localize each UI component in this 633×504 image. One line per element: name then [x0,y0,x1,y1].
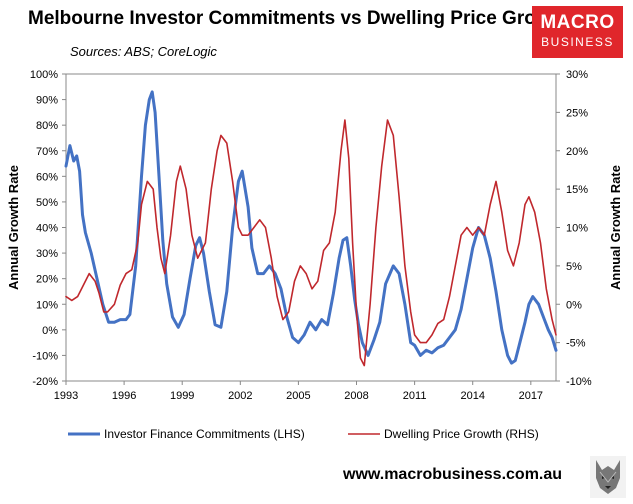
y-left-tick-label: 60% [36,171,58,183]
legend-label: Investor Finance Commitments (LHS) [104,427,305,441]
x-tick-label: 2011 [403,390,427,402]
y-left-tick-label: -10% [32,350,58,362]
y-left-tick-label: 80% [36,120,58,132]
x-tick-label: 1996 [112,390,136,402]
y-right-tick-label: 20% [566,146,588,158]
series-line-dwelling-price [65,119,557,367]
x-tick-label: 2014 [460,390,484,402]
y-right-tick-label: 10% [566,223,588,235]
wolf-logo-icon [590,456,626,498]
y-left-tick-label: 50% [36,197,58,209]
x-tick-label: 1993 [54,390,78,402]
y-left-tick-label: 10% [36,299,58,311]
y-right-axis-title: Annual Growth Rate [608,165,623,290]
macrobusiness-logo: MACRO BUSINESS [532,6,623,58]
x-tick-label: 2017 [519,390,543,402]
y-left-tick-label: 40% [36,223,58,235]
y-left-axis-title: Annual Growth Rate [6,165,21,290]
logo-line-2: BUSINESS [541,35,614,49]
chart-title: Melbourne Investor Commitments vs Dwelli… [28,8,569,29]
y-left-tick-label: 100% [30,69,58,81]
y-left-tick-label: 90% [36,95,58,107]
y-right-tick-label: 30% [566,69,588,81]
y-left-tick-label: 0% [42,325,58,337]
chart-source: Sources: ABS; CoreLogic [70,44,217,59]
x-tick-label: 2008 [344,390,368,402]
y-left-tick-label: -20% [32,376,58,388]
x-tick-label: 2002 [228,390,252,402]
y-left-tick-label: 20% [36,274,58,286]
legend-label: Dwelling Price Growth (RHS) [384,427,539,441]
y-right-tick-label: 0% [566,299,582,311]
y-left-tick-label: 70% [36,146,58,158]
y-right-tick-label: 5% [566,261,582,273]
y-right-tick-label: 15% [566,184,588,196]
x-tick-label: 1999 [170,390,194,402]
y-right-tick-label: -10% [566,376,592,388]
logo-line-1: MACRO [540,12,615,33]
y-right-tick-label: -5% [566,338,586,350]
y-left-tick-label: 30% [36,248,58,260]
footer-url: www.macrobusiness.com.au [343,466,563,483]
y-right-tick-label: 25% [566,107,588,119]
x-tick-label: 2005 [286,390,310,402]
